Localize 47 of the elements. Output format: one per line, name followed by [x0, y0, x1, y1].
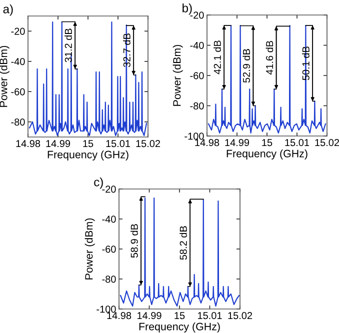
- y-tick-label: -60: [190, 72, 204, 80]
- x-tick-label: 15.01: [198, 312, 222, 320]
- annotation: 58.2 dB: [180, 226, 187, 260]
- x-tick-label: 15.02: [315, 139, 339, 146]
- annotation: 58.9 dB: [130, 224, 138, 258]
- y-tick-label: -80: [102, 276, 116, 283]
- x-tick-label: 14.99: [46, 140, 70, 148]
- y-tick-label: -40: [11, 58, 25, 66]
- x-tick-label: 14.98: [195, 139, 220, 146]
- y-tick-label: -60: [102, 246, 116, 253]
- x-axis-title: Frequency (GHz): [226, 149, 308, 160]
- annotation: 31.2 dB: [64, 28, 72, 62]
- x-axis-title: Frequency (GHz): [139, 322, 220, 332]
- y-tick-label: -100: [96, 306, 116, 313]
- line-series: [208, 25, 326, 134]
- y-axis-title: Power (dBm): [172, 44, 183, 106]
- chart-title: c): [94, 177, 103, 189]
- annotation: 41.6 dB: [266, 40, 274, 75]
- y-tick-label: -20: [190, 12, 204, 19]
- line-series: [120, 197, 240, 307]
- x-tick-label: 14.99: [225, 139, 250, 146]
- x-tick-label: 14.98: [16, 140, 40, 148]
- y-tick-label: -80: [11, 118, 25, 126]
- chart-title: a): [3, 4, 13, 16]
- x-tick-label: 14.98: [107, 312, 132, 320]
- annotation: 50.1 dB: [302, 46, 310, 80]
- y-tick-label: -80: [190, 102, 204, 110]
- y-tick-label: -60: [11, 88, 25, 96]
- x-tick-label: 15: [262, 139, 272, 146]
- x-tick-label: 14.99: [138, 312, 162, 320]
- chart-title: b): [182, 3, 192, 15]
- y-axis-title: Power (dBm): [84, 218, 95, 280]
- x-tick-label: 15: [83, 140, 94, 148]
- y-tick-label: -40: [190, 42, 204, 49]
- annotation: 32.7 dB: [123, 34, 130, 68]
- x-tick-label: 15.01: [106, 140, 130, 148]
- x-tick-label: 15.02: [228, 312, 252, 320]
- x-axis-title: Frequency (GHz): [48, 150, 128, 160]
- x-tick-label: 15.02: [136, 140, 160, 148]
- x-tick-label: 15: [174, 312, 185, 320]
- annotation: 42.1 dB: [214, 40, 221, 74]
- y-tick-label: -40: [102, 216, 116, 223]
- annotation: 52.9 dB: [242, 49, 250, 83]
- y-tick-label: -20: [11, 28, 25, 35]
- y-tick-label: -20: [102, 186, 116, 193]
- y-tick-label: -100: [184, 132, 204, 140]
- x-tick-label: 15.01: [285, 139, 310, 146]
